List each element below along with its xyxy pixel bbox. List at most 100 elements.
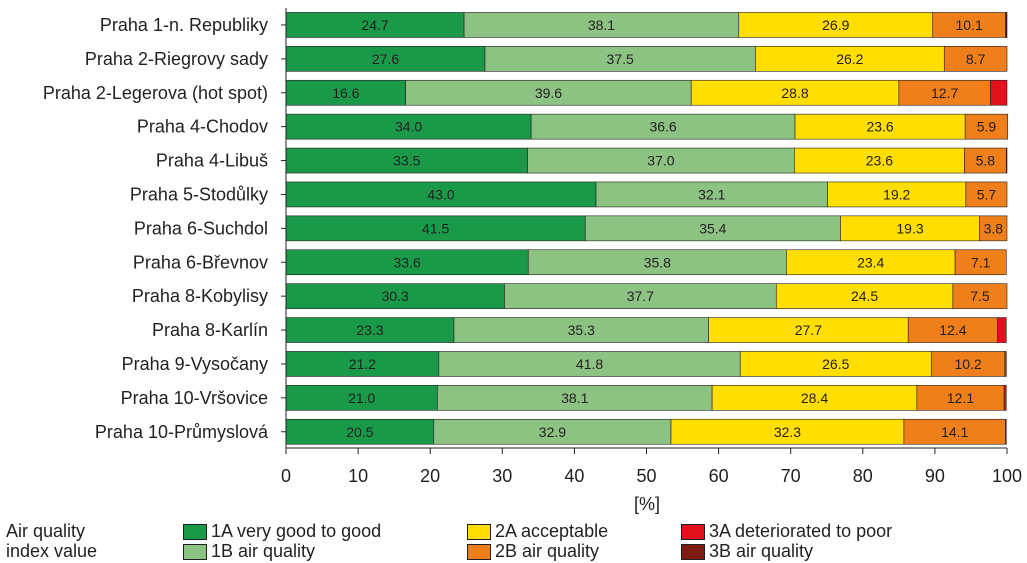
data-label-praha-8-kobylisy-1b: 37.7 (627, 288, 654, 304)
bar-praha-6-brevnov-2a (786, 249, 956, 276)
x-tick-label-10: 10 (348, 466, 368, 486)
legend-item-3a: 3A deteriorated to poor (681, 521, 893, 541)
x-tick-label-0: 0 (281, 466, 291, 486)
data-label-praha-6-suchdol-2a: 19.3 (896, 220, 923, 236)
legend-label-1a: 1A very good to good (211, 521, 382, 541)
legend-item-1a: 1A very good to good (183, 521, 382, 541)
bar-praha-8-kobylisy-1b (504, 283, 777, 309)
bar-praha-8-kobylisy-2b (952, 283, 1008, 309)
data-label-praha-6-brevnov-1b: 35.8 (644, 254, 671, 270)
data-label-praha-8-kobylisy-2a: 24.5 (851, 288, 878, 304)
x-tick-label-50: 50 (636, 466, 656, 486)
legend-swatch-2b (467, 543, 491, 560)
data-label-praha-4-chodov-1a: 34.0 (395, 119, 422, 135)
data-label-praha-8-karlin-2b: 12.4 (939, 322, 966, 338)
legend-label-3b: 3B air quality (709, 541, 814, 561)
bar-praha-10-prumyslova-2b (903, 418, 1006, 445)
data-label-praha-5-stodulky-2a: 19.2 (883, 186, 910, 202)
bar-praha-8-kobylisy-1a (285, 283, 505, 309)
bar-praha-10-prumyslova-1b (433, 418, 672, 445)
bar-praha-8-karlin-2a (708, 317, 909, 343)
data-label-praha-6-brevnov-2a: 23.4 (857, 254, 884, 270)
bar-praha-2-riegrovy-sady-1b (484, 46, 756, 72)
bar-praha-5-stodulky-1b (595, 181, 828, 208)
category-label-praha-8-karlin: Praha 8-Karlín (152, 320, 268, 340)
data-label-praha-9-vysocany-2a: 26.5 (822, 356, 849, 372)
x-tick-label-40: 40 (564, 466, 584, 486)
category-label-praha-4-chodov: Praha 4-Chodov (137, 117, 268, 137)
bar-praha-2-legerova-hot-spot-2a (690, 79, 900, 106)
data-label-praha-2-riegrovy-sady-1a: 27.6 (372, 51, 399, 67)
category-label-praha-10-prumyslova: Praha 10-Průmyslová (95, 422, 269, 442)
data-label-praha-10-vrsovice-1a: 21.0 (348, 390, 375, 406)
data-label-praha-1-n-republiky-2a: 26.9 (822, 17, 849, 33)
bar-praha-4-chodov-1a (285, 113, 532, 140)
legend-swatch-1a (183, 523, 207, 540)
bar-praha-6-suchdol-1b (584, 215, 841, 242)
data-label-praha-8-karlin-1a: 23.3 (356, 322, 383, 338)
category-label-praha-10-vrsovice: Praha 10-Vršovice (121, 388, 268, 408)
bar-praha-2-legerova-hot-spot-2b (898, 79, 991, 106)
data-label-praha-2-riegrovy-sady-2a: 26.2 (836, 51, 863, 67)
bar-praha-5-stodulky-2a (827, 181, 967, 208)
data-label-praha-10-prumyslova-1a: 20.5 (346, 424, 373, 440)
bar-praha-4-libus-2a (794, 147, 965, 174)
data-label-praha-8-karlin-1b: 35.3 (568, 322, 595, 338)
bar-praha-6-brevnov-1b (527, 249, 787, 276)
category-label-praha-2-legerova-hot-spot: Praha 2-Legerova (hot spot) (43, 83, 268, 103)
data-label-praha-2-riegrovy-sady-1b: 37.5 (607, 51, 634, 67)
legend-swatch-2a (467, 523, 491, 540)
data-label-praha-9-vysocany-1a: 21.2 (349, 356, 376, 372)
data-label-praha-4-libus-2b: 5.8 (976, 153, 996, 169)
data-label-praha-2-riegrovy-sady-2b: 8.7 (966, 51, 986, 67)
bar-praha-2-riegrovy-sady-2b (943, 46, 1008, 72)
data-label-praha-10-vrsovice-2a: 28.4 (801, 390, 828, 406)
bar-praha-8-karlin-3a (997, 317, 1007, 343)
bar-praha-6-suchdol-2b (979, 215, 1008, 242)
bar-praha-4-libus-3b (1005, 147, 1008, 174)
legend-swatch-1b (183, 543, 207, 560)
data-label-praha-6-suchdol-1a: 41.5 (422, 220, 449, 236)
legend-label-1b: 1B air quality (211, 541, 316, 561)
data-label-praha-4-chodov-2b: 5.9 (977, 119, 997, 135)
bar-value-labels: 24.7 38.1 26.9 10.1 27.6 37.5 26.2 8.7 16.6 39.6 2… (332, 17, 1003, 440)
data-label-praha-5-stodulky-1b: 32.1 (698, 186, 725, 202)
data-label-praha-1-n-republiky-1b: 38.1 (588, 17, 615, 33)
bar-praha-5-stodulky-1a (285, 181, 597, 208)
legend-swatch-3b (681, 543, 705, 560)
x-tick-label-100: 100 (992, 466, 1022, 486)
data-label-praha-1-n-republiky-1a: 24.7 (361, 17, 388, 33)
bar-praha-4-chodov-1b (530, 113, 796, 140)
data-label-praha-8-kobylisy-2b: 7.5 (970, 288, 990, 304)
category-label-praha-5-stodulky: Praha 5-Stodůlky (130, 184, 268, 204)
bar-praha-10-prumyslova-2a (670, 418, 905, 445)
bar-praha-4-libus-2b (964, 147, 1007, 174)
data-label-praha-2-legerova-hot-spot-2b: 12.7 (931, 85, 958, 101)
x-tick-label-60: 60 (709, 466, 729, 486)
data-label-praha-10-vrsovice-1b: 38.1 (561, 390, 588, 406)
data-label-praha-6-suchdol-2b: 3.8 (984, 220, 1004, 236)
data-label-praha-2-legerova-hot-spot-1a: 16.6 (332, 85, 359, 101)
bar-praha-6-suchdol-2a (840, 215, 980, 242)
legend-label-3a: 3A deteriorated to poor (709, 521, 893, 541)
data-label-praha-5-stodulky-2b: 5.7 (977, 186, 997, 202)
x-tick-label-80: 80 (853, 466, 873, 486)
bar-praha-1-n-republiky-2a (738, 12, 934, 38)
bar-praha-2-legerova-hot-spot-3a (990, 79, 1008, 106)
data-label-praha-4-chodov-1b: 36.6 (649, 119, 676, 135)
bar-praha-4-chodov-2a (794, 113, 966, 140)
data-label-praha-5-stodulky-1a: 43.0 (427, 186, 454, 202)
bar-praha-10-vrsovice-1b (437, 385, 713, 411)
x-axis: 0 10 20 30 40 50 60 70 80 90 100 (281, 447, 1022, 486)
data-label-praha-10-prumyslova-2b: 14.1 (941, 424, 968, 440)
category-label-praha-6-brevnov: Praha 6-Břevnov (133, 252, 268, 272)
data-label-praha-9-vysocany-1b: 41.8 (576, 356, 603, 372)
bar-praha-1-n-republiky-3b (1005, 12, 1008, 38)
bar-praha-5-stodulky-2b (965, 181, 1008, 208)
data-label-praha-9-vysocany-2b: 10.2 (954, 356, 981, 372)
stacked-bar-chart: 24.7 38.1 26.9 10.1 27.6 37.5 26.2 8.7 16.6 39.6 2… (43, 8, 1022, 514)
legend-item-2b: 2B air quality (467, 541, 599, 561)
bar-praha-8-kobylisy-2a (775, 283, 954, 309)
bar-praha-1-n-republiky-2b (932, 12, 1006, 38)
data-label-praha-4-libus-1b: 37.0 (647, 153, 674, 169)
